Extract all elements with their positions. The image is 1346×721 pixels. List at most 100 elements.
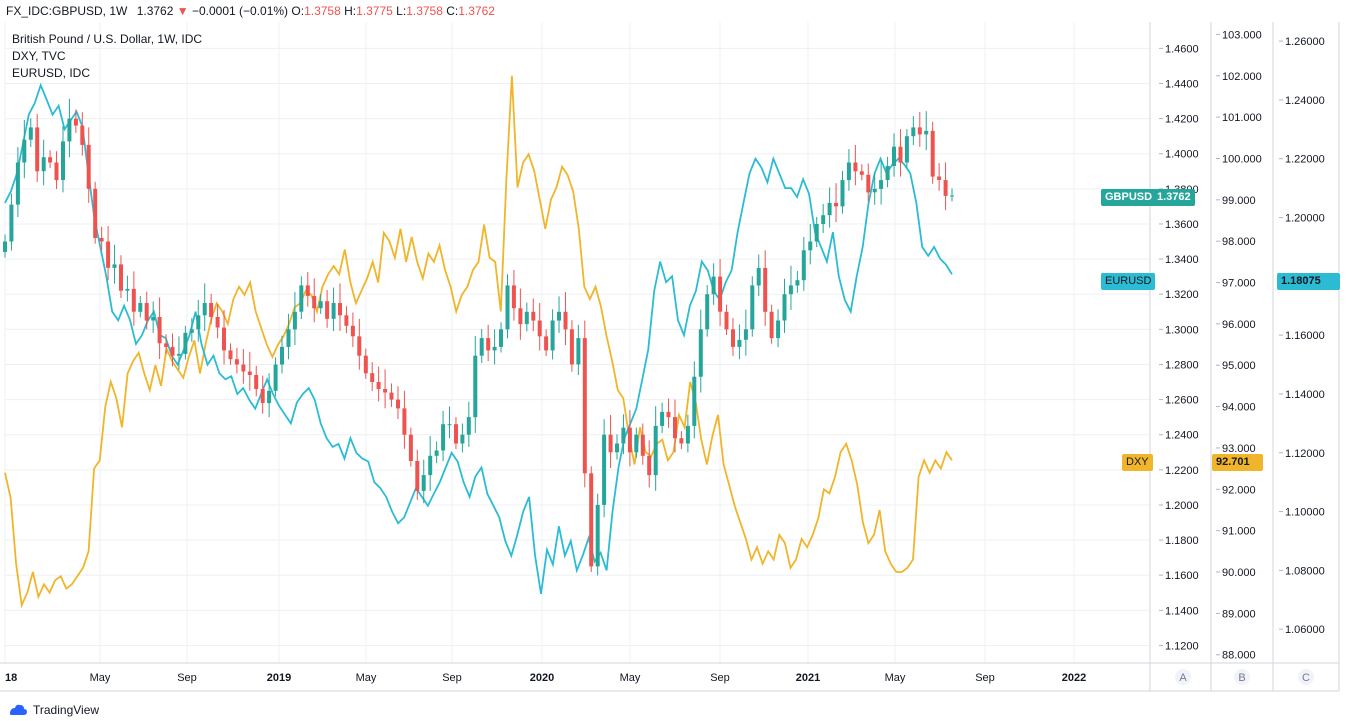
gbpusd-candle-body (299, 285, 304, 312)
gbpusd-candle-body (363, 355, 368, 374)
gbpusd-candle-body (627, 427, 632, 453)
gbpusd-candle-body (9, 204, 14, 242)
axis-c-tick-label: 1.24000 (1285, 95, 1325, 107)
gbpusd-candle-body (41, 157, 46, 172)
gbpusd-candle-body (801, 250, 806, 281)
gbpusd-candle-body (61, 141, 65, 180)
gbpusd-candle-body (750, 285, 755, 330)
gbpusd-candle-body (421, 475, 426, 491)
low-label: L: (396, 4, 407, 18)
gbpusd-candle-body (318, 301, 323, 309)
grid-lines (4, 22, 1150, 663)
gbpusd-candle-body (402, 408, 407, 435)
gbpusd-candle-body (228, 350, 233, 360)
scale-C-button[interactable] (1298, 669, 1314, 685)
gbpusd-candle-body (131, 288, 136, 312)
gbpusd-candle-body (415, 461, 420, 491)
gbpusd-candle-body (486, 338, 491, 351)
axis-c-tick-label: 1.20000 (1285, 213, 1325, 225)
gbpusd-candle-body (273, 364, 278, 391)
axis-a-tick-label: 1.4200 (1165, 114, 1199, 126)
legend-gbpusd[interactable]: British Pound / U.S. Dollar, 1W, IDC (12, 32, 203, 46)
gbpusd-candle-body (357, 336, 362, 356)
gbpusd-candle-body (943, 180, 948, 196)
axis-a-tick-label: 1.1200 (1165, 640, 1199, 652)
scale-C-label: C (1302, 672, 1310, 684)
axis-c-tick-label: 1.14000 (1285, 389, 1325, 401)
gbpusd-candle-body (711, 276, 716, 295)
gbpusd-candle-body (898, 146, 903, 163)
gbpusd-candle-body (93, 188, 98, 238)
gbpusd-candle-body (80, 125, 85, 145)
dxy-name-badge: DXY (1122, 454, 1153, 471)
gbpusd-candle-body (885, 166, 890, 180)
axis-a-tick-label: 1.3000 (1165, 324, 1199, 336)
scale-B-label: B (1238, 672, 1245, 684)
gbpusd-candle-body (338, 303, 342, 316)
time-axis-label: 2019 (267, 672, 291, 684)
time-axis-label: Sep (975, 672, 995, 684)
chart-canvas[interactable]: 1.46001.44001.42001.40001.38001.36001.34… (0, 22, 1346, 699)
axis-b-tick-label: 88.000 (1222, 650, 1256, 662)
gbpusd-candle-body (582, 338, 587, 474)
gbpusd-candle-body (731, 329, 735, 347)
time-axis-label: Sep (177, 672, 197, 684)
gbpusd-candle-body (22, 139, 27, 163)
down-arrow-icon: ▼ (176, 4, 189, 18)
axis-a-tick-label: 1.1400 (1165, 605, 1199, 617)
eurusd-name-badge: EURUSD (1101, 273, 1156, 290)
gbpusd-candle-body (866, 174, 871, 193)
axis-a-tick-label: 1.4600 (1165, 43, 1199, 55)
gbpusd-candle-body (743, 329, 748, 340)
tradingview-brand[interactable]: TradingView (8, 699, 99, 721)
gbpusd-candle-body (176, 353, 181, 356)
time-axis[interactable]: 18 May Sep 2019 May Sep 2020 May Sep 2021 May Sep 20… (5, 672, 1086, 684)
scale-A-button[interactable] (1175, 669, 1191, 685)
price-axis-a[interactable]: 1.46001.44001.42001.40001.38001.36001.34… (1159, 43, 1199, 685)
gbpusd-candle-body (292, 311, 297, 330)
axis-c-tick-label: 1.08000 (1285, 565, 1325, 577)
gbpusd-candle-body (937, 176, 942, 180)
scale-B-button[interactable] (1234, 669, 1250, 685)
axis-b-tick-label: 90.000 (1222, 567, 1256, 579)
gbpusd-candle-body (769, 311, 774, 339)
time-axis-label: 2022 (1062, 672, 1086, 684)
gbpusd-candles (3, 98, 954, 576)
axis-b-tick-label: 94.000 (1222, 402, 1256, 414)
series-legend: British Pound / U.S. Dollar, 1W, IDC DXY… (12, 31, 202, 82)
symbol-title[interactable]: FX_IDC:GBPUSD, 1W (6, 4, 128, 18)
gbpusd-candle-body (15, 162, 20, 205)
gbpusd-candle-body (215, 317, 220, 328)
high-value: 1.3775 (356, 4, 393, 18)
gbpusd-candle-body (511, 285, 516, 309)
gbpusd-candle-body (473, 355, 478, 418)
gbpusd-candle-body (479, 338, 484, 356)
price-axis-b[interactable]: 103.000 102.000 101.000 100.000 99.000 98.000… (1216, 29, 1262, 685)
legend-eurusd[interactable]: EURUSD, IDC (12, 66, 91, 80)
gbpusd-candle-body (460, 434, 465, 444)
time-axis-label: Sep (710, 672, 730, 684)
gbpusd-candle-body (350, 325, 355, 337)
legend-dxy[interactable]: DXY, TVC (12, 49, 66, 63)
gbpusd-candle-body (196, 315, 201, 330)
axis-b-tick-label: 103.000 (1222, 29, 1262, 41)
gbpusd-candle-body (280, 346, 284, 365)
gbpusd-candle-body (325, 301, 330, 319)
gbpusd-candle-body (576, 338, 581, 365)
gbpusd-candle-body (202, 303, 207, 316)
gbpusd-candle-body (550, 320, 555, 351)
gbpusd-candle-body (151, 317, 156, 321)
gbpusd-candle-body (840, 180, 845, 207)
axis-b-tick-label: 97.000 (1222, 278, 1256, 290)
axis-b-tick-label: 102.000 (1222, 71, 1262, 83)
gbpusd-candle-body (3, 241, 7, 252)
axis-a-tick-label: 1.1600 (1165, 570, 1199, 582)
gbpusd-candle-body (183, 332, 188, 354)
time-axis-label: May (90, 672, 111, 684)
gbpusd-candle-body (698, 329, 703, 377)
gbpusd-candle-body (189, 329, 194, 333)
axis-b-tick-label: 99.000 (1222, 195, 1256, 207)
gbpusd-candle-body (408, 434, 413, 461)
gbpusd-candle-body (466, 417, 471, 435)
price-axis-c[interactable]: 1.260001.240001.220001.200001.180001.160… (1279, 36, 1325, 685)
